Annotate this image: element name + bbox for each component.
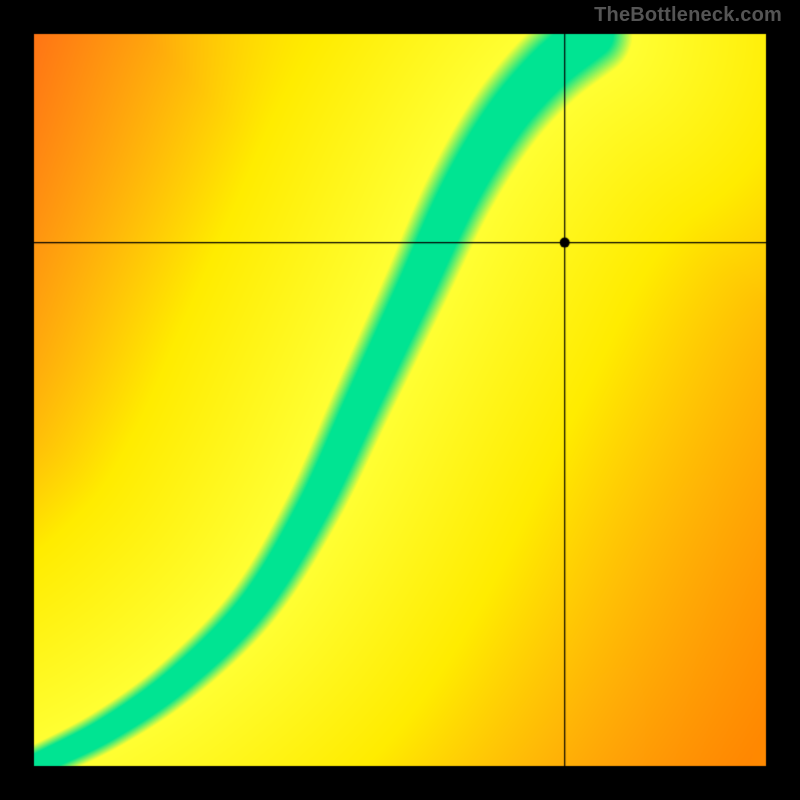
watermark-text: TheBottleneck.com xyxy=(594,4,782,27)
bottleneck-heatmap xyxy=(0,0,800,800)
chart-container: TheBottleneck.com xyxy=(0,0,800,800)
